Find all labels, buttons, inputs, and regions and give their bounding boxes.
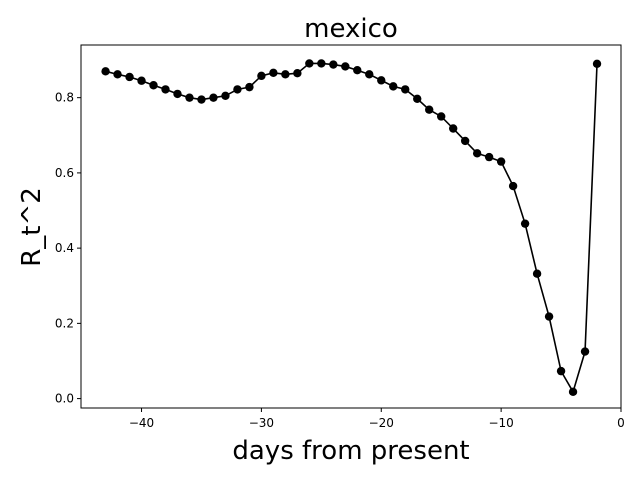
data-point <box>329 60 338 69</box>
data-point <box>580 347 590 356</box>
data-point <box>233 85 242 94</box>
x-axis-label: days from present <box>232 436 469 466</box>
data-point <box>161 85 170 94</box>
data-point <box>305 59 314 68</box>
series-line <box>105 62 598 394</box>
data-point <box>377 76 386 85</box>
data-point <box>353 66 362 75</box>
x-tick-label: 0 <box>617 416 625 430</box>
data-point <box>173 89 182 99</box>
data-point <box>496 157 506 166</box>
y-tick-label: 0.8 <box>55 91 74 105</box>
data-point <box>245 82 254 92</box>
data-point <box>556 366 566 376</box>
data-point <box>185 93 194 102</box>
data-point <box>568 387 578 397</box>
y-tick-label: 0.6 <box>55 166 74 180</box>
data-point <box>125 72 134 82</box>
axes-frame <box>80 44 622 409</box>
data-point <box>149 81 158 90</box>
y-tick-label: 0.0 <box>55 392 74 406</box>
data-point <box>448 124 458 133</box>
data-point <box>293 69 302 78</box>
data-point <box>520 219 530 228</box>
data-point <box>436 112 446 121</box>
data-point <box>281 70 290 79</box>
x-tick-label: −40 <box>129 416 154 430</box>
data-point <box>389 82 398 91</box>
data-point <box>113 70 122 79</box>
data-point <box>508 181 518 191</box>
data-point <box>137 76 146 85</box>
data-point <box>197 95 206 104</box>
x-tick-label: −30 <box>249 416 274 430</box>
data-point <box>221 91 230 100</box>
x-tick-label: −20 <box>369 416 394 430</box>
data-point <box>484 152 494 162</box>
x-tick-label: −10 <box>488 416 513 430</box>
data-point <box>460 136 470 146</box>
data-point <box>365 70 374 79</box>
y-tick-label: 0.2 <box>55 316 74 330</box>
data-point <box>341 62 350 71</box>
data-point <box>532 269 542 278</box>
data-point <box>269 68 278 78</box>
plot-area: −40 −30 −20 −10 0 0.0 0.2 0.4 0.6 0.8 <box>55 44 625 430</box>
y-tick-label: 0.4 <box>55 241 74 255</box>
data-point <box>101 67 110 76</box>
data-point <box>257 71 266 81</box>
data-point <box>592 59 602 69</box>
data-point <box>472 149 482 158</box>
data-point <box>401 85 410 94</box>
data-point <box>544 312 554 321</box>
data-point <box>317 59 326 68</box>
data-point <box>425 105 434 114</box>
data-point <box>209 93 218 102</box>
chart-title: mexico <box>304 14 398 44</box>
data-point <box>413 94 422 103</box>
y-axis-label: R_t^2 <box>17 187 47 267</box>
